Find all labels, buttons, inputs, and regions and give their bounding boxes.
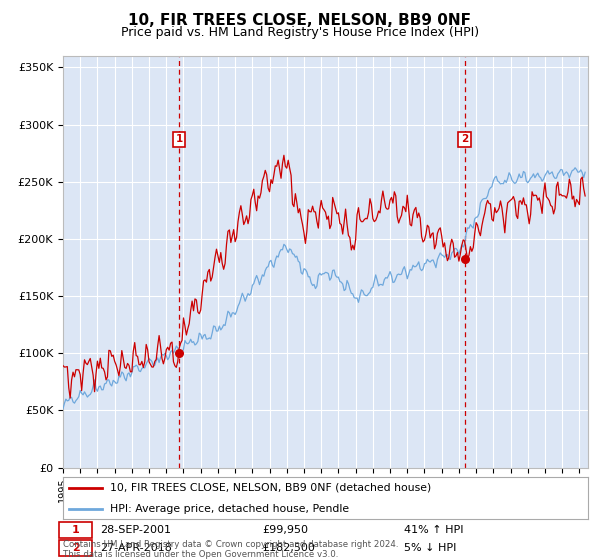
Text: 2: 2 bbox=[461, 134, 468, 144]
FancyBboxPatch shape bbox=[59, 540, 92, 556]
Text: £182,500: £182,500 bbox=[263, 543, 316, 553]
Text: Contains HM Land Registry data © Crown copyright and database right 2024.
This d: Contains HM Land Registry data © Crown c… bbox=[63, 540, 398, 559]
Text: HPI: Average price, detached house, Pendle: HPI: Average price, detached house, Pend… bbox=[110, 503, 349, 514]
FancyBboxPatch shape bbox=[59, 522, 92, 538]
Text: 10, FIR TREES CLOSE, NELSON, BB9 0NF (detached house): 10, FIR TREES CLOSE, NELSON, BB9 0NF (de… bbox=[110, 483, 431, 493]
Text: 41% ↑ HPI: 41% ↑ HPI bbox=[404, 525, 464, 535]
Text: 10, FIR TREES CLOSE, NELSON, BB9 0NF: 10, FIR TREES CLOSE, NELSON, BB9 0NF bbox=[128, 13, 472, 28]
Text: 27-APR-2018: 27-APR-2018 bbox=[100, 543, 172, 553]
Text: £99,950: £99,950 bbox=[263, 525, 308, 535]
Text: 2: 2 bbox=[72, 543, 79, 553]
Text: 28-SEP-2001: 28-SEP-2001 bbox=[100, 525, 171, 535]
Text: 1: 1 bbox=[72, 525, 79, 535]
Text: Price paid vs. HM Land Registry's House Price Index (HPI): Price paid vs. HM Land Registry's House … bbox=[121, 26, 479, 39]
Text: 1: 1 bbox=[176, 134, 183, 144]
Text: 5% ↓ HPI: 5% ↓ HPI bbox=[404, 543, 457, 553]
